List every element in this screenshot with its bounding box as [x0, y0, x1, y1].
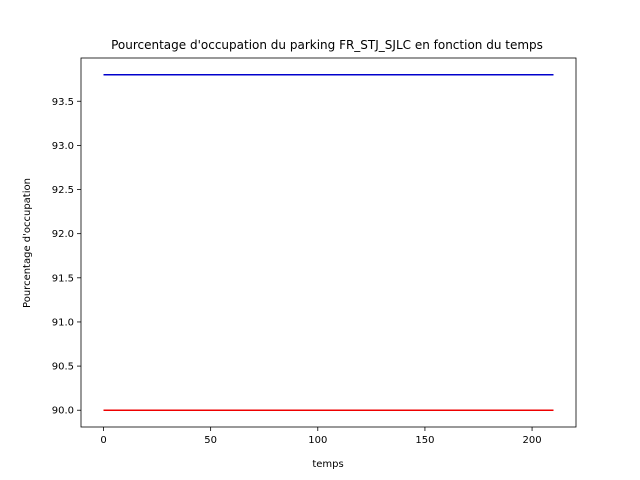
y-tick-label: 93.5: [52, 97, 74, 108]
y-tick-label: 93.0: [52, 141, 74, 152]
y-axis: 90.0 90.5 91.0 91.5 92.0 92.5 93.0 93.5: [52, 97, 81, 417]
x-tick-label: 150: [415, 435, 434, 446]
y-axis-label: Pourcentage d'occupation: [22, 178, 33, 308]
x-tick-label: 0: [100, 435, 106, 446]
x-tick-label: 200: [523, 435, 542, 446]
x-tick-label: 100: [308, 435, 327, 446]
y-tick-label: 92.5: [52, 185, 74, 196]
x-tick-label: 50: [204, 435, 217, 446]
y-tick-label: 91.0: [52, 317, 74, 328]
y-tick-label: 90.5: [52, 362, 74, 373]
y-tick-label: 91.5: [52, 273, 74, 284]
x-axis: 0 50 100 150 200: [100, 427, 542, 446]
y-tick-label: 90.0: [52, 406, 74, 417]
y-tick-label: 92.0: [52, 229, 74, 240]
chart-title: Pourcentage d'occupation du parking FR_S…: [111, 38, 543, 52]
series-group: [103, 74, 554, 411]
plot-area: [80, 57, 577, 428]
x-axis-label: temps: [312, 459, 343, 470]
